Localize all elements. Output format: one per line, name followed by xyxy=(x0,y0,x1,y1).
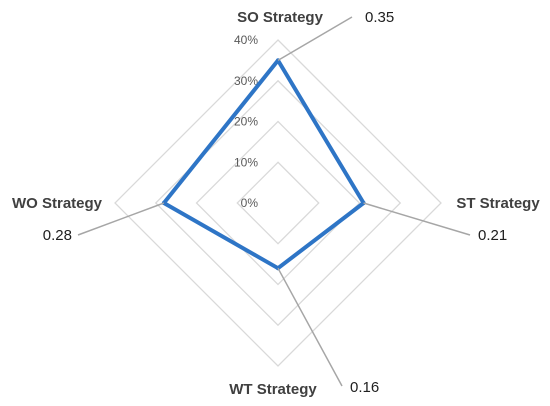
grid-ring xyxy=(236,161,320,245)
leader-lines xyxy=(77,16,471,387)
data-label: 0.28 xyxy=(43,227,72,244)
leader-line xyxy=(277,16,353,62)
tick-label: 40% xyxy=(234,33,258,47)
data-label: 0.21 xyxy=(478,227,507,244)
tick-label: 30% xyxy=(234,74,258,88)
data-label: 0.35 xyxy=(365,9,394,26)
grid-ring xyxy=(114,39,442,367)
tick-label: 10% xyxy=(234,155,258,169)
data-labels: 0.35 0.21 0.16 0.28 xyxy=(43,9,507,396)
data-label: 0.16 xyxy=(350,379,379,396)
series-layer xyxy=(161,58,366,271)
grid-ring xyxy=(195,120,361,286)
leader-line xyxy=(363,202,471,236)
category-label: ST Strategy xyxy=(456,195,540,212)
tick-label: 0% xyxy=(241,196,259,210)
category-label: SO Strategy xyxy=(237,9,324,26)
category-labels: SO Strategy ST Strategy WT Strategy WO Stra… xyxy=(12,9,540,398)
leader-line xyxy=(77,202,165,236)
tick-label: 20% xyxy=(234,115,258,129)
radial-tick-labels: 0% 10% 20% 30% 40% xyxy=(234,33,258,210)
leader-line xyxy=(277,267,343,387)
series-line xyxy=(161,58,366,271)
radar-grid xyxy=(114,39,442,367)
category-label: WT Strategy xyxy=(229,381,317,398)
category-label: WO Strategy xyxy=(12,195,103,212)
